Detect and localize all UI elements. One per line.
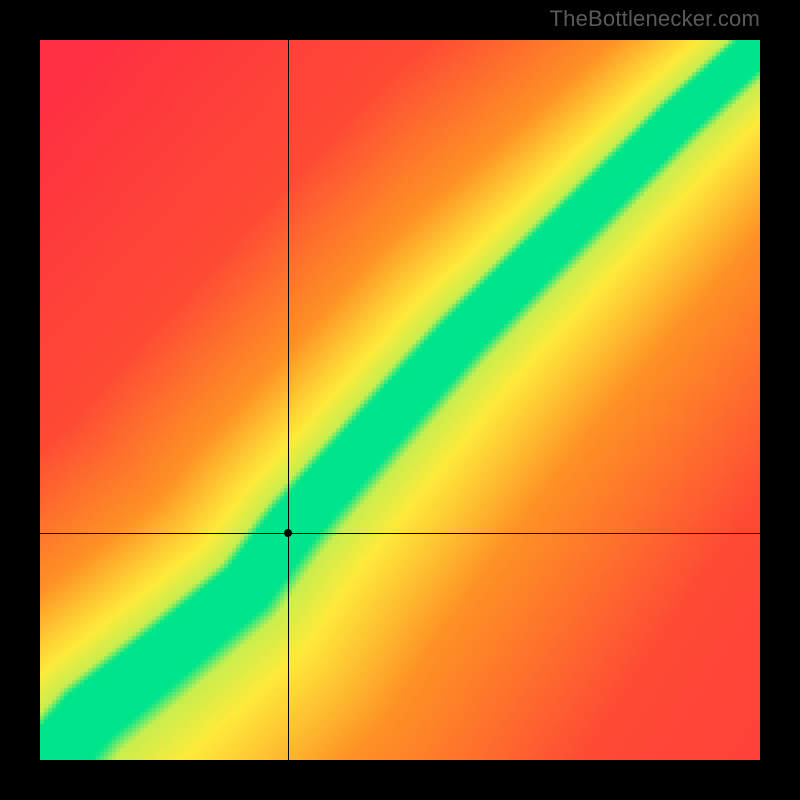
crosshair-horizontal	[40, 533, 760, 534]
watermark-text: TheBottlenecker.com	[550, 6, 760, 32]
heatmap-plot	[40, 40, 760, 760]
heatmap-canvas	[40, 40, 760, 760]
crosshair-vertical	[288, 40, 289, 760]
crosshair-marker	[284, 529, 292, 537]
